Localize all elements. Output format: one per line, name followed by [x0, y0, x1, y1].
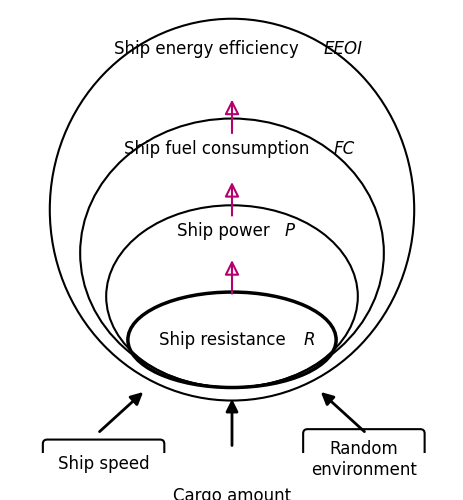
Text: Ship power: Ship power [177, 222, 275, 240]
Text: EEOI: EEOI [323, 40, 362, 58]
Text: Ship power P: Ship power P [0, 499, 1, 500]
Text: Ship fuel consumption: Ship fuel consumption [124, 140, 314, 158]
Text: Ship energy efficiency EEOI: Ship energy efficiency EEOI [0, 499, 1, 500]
Text: FC: FC [332, 140, 354, 158]
Text: Random
environment: Random environment [310, 440, 416, 479]
Text: Ship speed: Ship speed [58, 455, 149, 473]
Text: Cargo amount: Cargo amount [173, 487, 290, 500]
Text: Ship resistance R: Ship resistance R [0, 499, 1, 500]
Text: Ship energy efficiency: Ship energy efficiency [114, 40, 303, 58]
FancyBboxPatch shape [167, 472, 296, 500]
Text: P: P [284, 222, 294, 240]
Text: Ship fuel consumption FC: Ship fuel consumption FC [0, 499, 1, 500]
Text: Ship resistance: Ship resistance [159, 331, 291, 349]
Text: R: R [303, 331, 314, 349]
FancyBboxPatch shape [302, 429, 424, 490]
FancyBboxPatch shape [43, 440, 164, 488]
